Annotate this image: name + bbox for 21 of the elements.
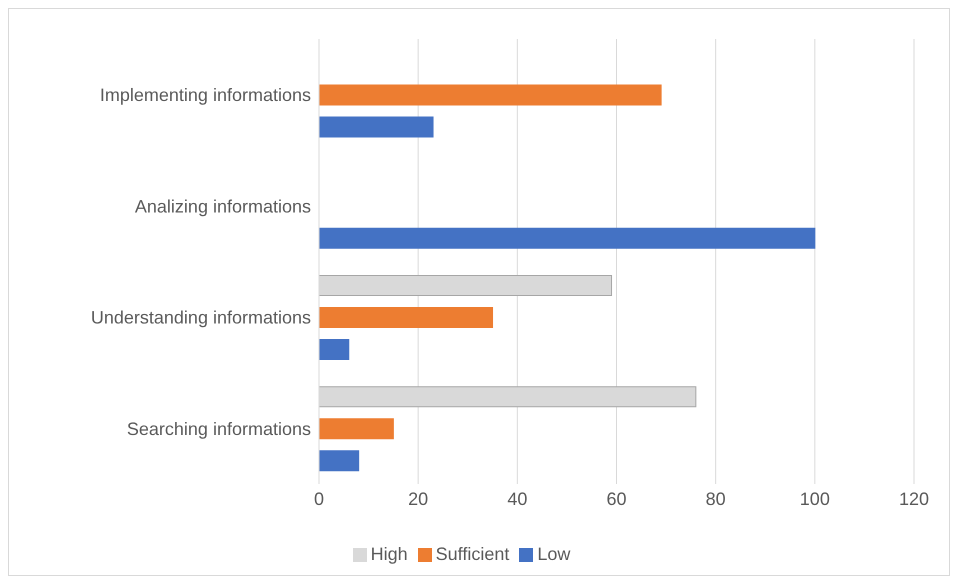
bar xyxy=(319,450,360,472)
legend-label: Low xyxy=(537,544,570,564)
y-tick-label: Analizing informations xyxy=(134,196,311,216)
legend-label: High xyxy=(370,544,408,564)
x-tick-label: 20 xyxy=(408,488,428,509)
bar xyxy=(319,307,494,328)
y-tick-label: Understanding informations xyxy=(90,308,311,328)
bar xyxy=(319,116,434,138)
bar xyxy=(319,228,816,249)
x-tick-label: 80 xyxy=(706,488,726,509)
x-tick-label: 0 xyxy=(314,488,324,509)
y-tick-label: Implementing informations xyxy=(100,85,311,106)
x-tick-label: 60 xyxy=(606,488,627,509)
x-tick-label: 100 xyxy=(800,488,830,509)
legend-label: Sufficient xyxy=(436,544,510,564)
bar xyxy=(319,418,394,440)
x-tick-label: 120 xyxy=(898,488,930,509)
bar xyxy=(319,84,662,106)
x-tick-label: 40 xyxy=(507,488,528,509)
bar xyxy=(319,339,350,360)
y-tick-label: Searching informations xyxy=(126,418,311,439)
